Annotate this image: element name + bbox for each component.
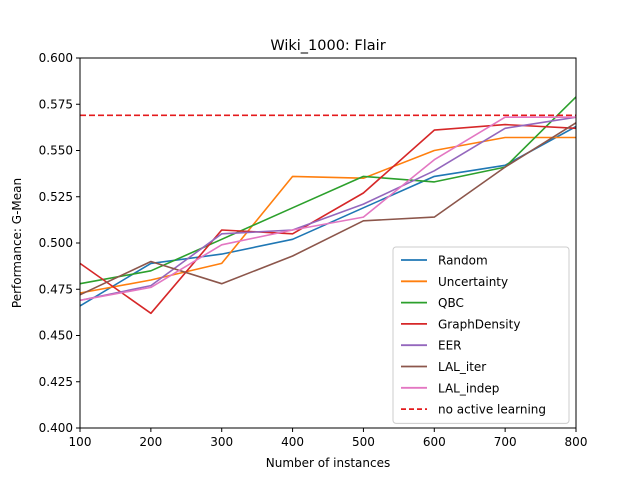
legend-label: LAL_indep — [438, 381, 499, 395]
y-tick-label: 0.475 — [39, 282, 73, 296]
legend-label: Uncertainty — [438, 275, 508, 289]
y-tick-label: 0.600 — [39, 51, 73, 65]
x-tick-label: 700 — [494, 435, 517, 449]
x-tick-label: 100 — [69, 435, 92, 449]
series-line-eer — [79, 116, 577, 302]
y-tick-label: 0.450 — [39, 329, 73, 343]
legend-box — [392, 246, 570, 424]
series-line-graphdensity — [79, 123, 577, 315]
legend-label: GraphDensity — [438, 317, 520, 331]
y-tick-label: 0.425 — [39, 375, 73, 389]
y-axis: 0.400 0.425 0.450 0.475 0.500 0.525 0.550 0.575… — [39, 51, 80, 435]
legend-label: Random — [438, 254, 488, 268]
x-axis: 100 200 300 400 500 600 700 800 — [69, 428, 588, 449]
y-tick-label: 0.550 — [39, 144, 73, 158]
legend-label: no active learning — [438, 403, 546, 417]
y-tick-label: 0.575 — [39, 97, 73, 111]
series-line-lal-iter — [79, 122, 577, 296]
legend-label: LAL_iter — [438, 360, 486, 374]
y-tick-label: 0.500 — [39, 236, 73, 250]
plot-lines — [79, 96, 577, 315]
x-tick-label: 800 — [565, 435, 588, 449]
x-tick-label: 300 — [210, 435, 233, 449]
legend-label: QBC — [438, 296, 464, 310]
x-tick-label: 500 — [352, 435, 375, 449]
y-tick-label: 0.525 — [39, 190, 73, 204]
x-tick-label: 400 — [281, 435, 304, 449]
y-axis-label: Performance: G-Mean — [10, 178, 24, 308]
legend-label: EER — [438, 339, 462, 353]
x-axis-label: Number of instances — [266, 456, 391, 470]
chart-title: Wiki_1000: Flair — [270, 38, 385, 54]
series-line-lal-indep — [79, 116, 576, 302]
x-tick-label: 600 — [423, 435, 446, 449]
x-tick-label: 200 — [139, 435, 162, 449]
y-tick-label: 0.400 — [39, 421, 73, 435]
legend: Random Uncertainty QBC GraphDensity EER LAL_i… — [392, 246, 570, 424]
